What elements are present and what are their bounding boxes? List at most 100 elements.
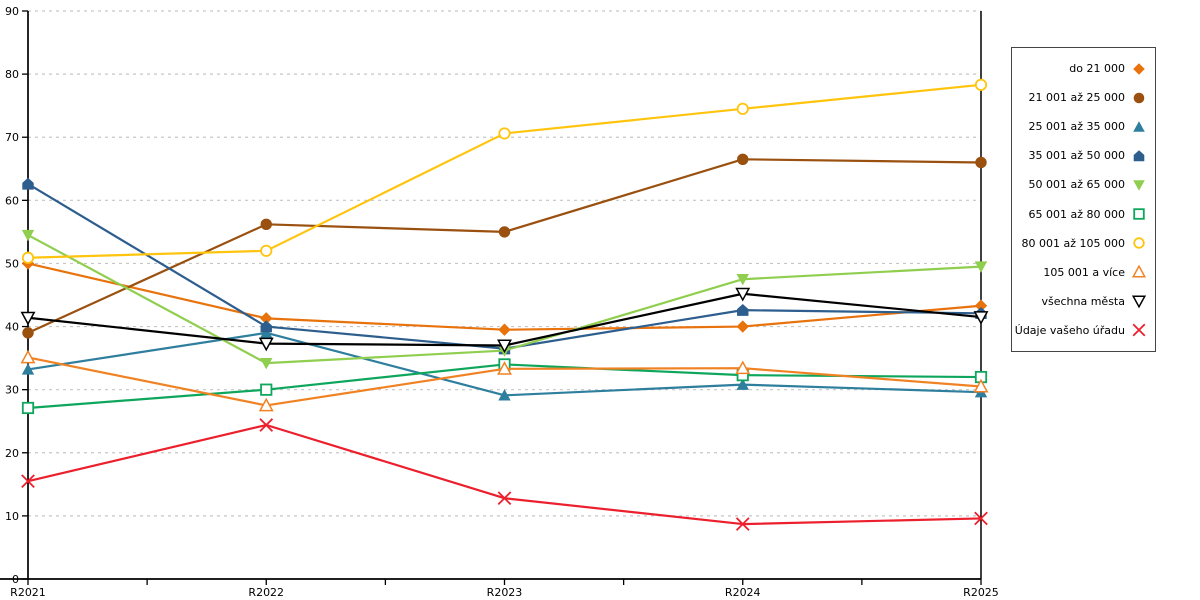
series-line-9: [26, 423, 983, 526]
series-marker-diamond-filled: [1133, 62, 1145, 75]
series-marker-x: [497, 491, 512, 506]
series-marker-pentagon-filled: [22, 177, 34, 190]
legend-label: 35 001 až 50 000: [1028, 149, 1126, 163]
series-marker-circle-open: [260, 244, 273, 257]
legend-item: 80 001 až 105 000: [1012, 232, 1155, 254]
series-marker-circle-filled: [22, 327, 34, 339]
series-marker-circle-filled: [737, 153, 749, 166]
legend-item: do 21 000: [1012, 58, 1155, 80]
series-marker-triangle-up-open: [20, 349, 36, 364]
series-marker-triangle-down-open: [258, 337, 274, 352]
series-marker-x: [735, 517, 750, 531]
series-marker-triangle-up-open: [1131, 264, 1147, 278]
series-marker-x: [974, 511, 988, 526]
legend-marker-icon: [1133, 150, 1145, 162]
series-marker-triangle-down-filled: [1133, 180, 1145, 191]
series-marker-triangle-down-open: [735, 287, 751, 302]
series-marker-circle-filled: [498, 226, 511, 238]
series-marker-circle-open: [736, 102, 749, 115]
legend-item: všechna města: [1012, 290, 1155, 312]
series-marker-triangle-down-open: [1131, 295, 1147, 309]
legend-marker-icon: [1133, 180, 1145, 191]
series-line-1: [26, 158, 983, 334]
series-marker-triangle-down-filled: [260, 357, 273, 370]
series-marker-pentagon-filled: [1133, 150, 1145, 162]
series-marker-diamond-filled: [498, 323, 511, 336]
series-marker-triangle-up-open: [258, 397, 274, 412]
series-marker-x: [21, 474, 35, 489]
legend-item: 50 001 až 65 000: [1012, 174, 1155, 196]
series-marker-circle-open: [974, 78, 988, 91]
series-marker-triangle-down-open: [20, 311, 36, 326]
legend-marker-icon: [1132, 323, 1146, 337]
series-marker-circle-open: [1133, 237, 1145, 249]
series-marker-circle-open: [21, 251, 35, 264]
legend-label: 21 001 až 25 000: [1028, 91, 1126, 105]
y-tick-label: 10: [5, 510, 19, 523]
x-tick-label: R2021: [10, 586, 46, 599]
series-marker-triangle-up-open: [497, 361, 512, 375]
series-marker-triangle-up-filled: [260, 326, 273, 339]
series-marker-circle-filled: [1133, 92, 1145, 103]
series-marker-triangle-up-filled: [21, 363, 35, 375]
x-tick-label: R2024: [725, 586, 761, 599]
legend-label: 105 001 a více: [1043, 265, 1125, 279]
legend-label: 25 001 až 35 000: [1028, 120, 1126, 134]
series-marker-circle-filled: [260, 218, 272, 231]
legend-item: 35 001 až 50 000: [1012, 145, 1155, 167]
series-marker-x: [259, 418, 274, 432]
chart-legend: do 21 000 21 001 až 25 000 25 001 až 35 00…: [1011, 47, 1156, 352]
legend-item: 65 001 až 80 000: [1012, 203, 1155, 225]
series-marker-triangle-up-filled: [498, 389, 511, 401]
series-marker-diamond-filled: [974, 299, 988, 312]
legend-label: 65 001 až 80 000: [1028, 207, 1126, 221]
x-tick-label: R2022: [248, 586, 284, 599]
series-marker-triangle-down-filled: [21, 229, 35, 242]
y-tick-label: 90: [5, 5, 19, 18]
x-tick-label: R2023: [487, 586, 523, 599]
series-marker-triangle-up-filled: [1133, 120, 1145, 132]
legend-label: Údaje vašeho úřadu: [1014, 323, 1125, 337]
legend-label: 50 001 až 65 000: [1028, 178, 1126, 192]
legend-item: 105 001 a více: [1012, 261, 1155, 283]
series-marker-square-open: [260, 383, 273, 396]
series-marker-circle-filled: [975, 156, 987, 169]
series-marker-square-open: [1133, 208, 1145, 220]
series-marker-x: [1132, 323, 1146, 337]
series-marker-triangle-down-filled: [974, 261, 988, 273]
series-marker-diamond-filled: [260, 312, 273, 325]
y-tick-label: 70: [5, 131, 19, 144]
legend-marker-icon: [1133, 62, 1145, 75]
y-tick-label: 0: [12, 573, 19, 586]
series-marker-triangle-up-open: [973, 378, 989, 393]
series-marker-triangle-down-open: [497, 339, 512, 354]
series-marker-diamond-filled: [736, 320, 749, 333]
legend-item: 25 001 až 35 000: [1012, 116, 1155, 138]
legend-label: do 21 000: [1069, 62, 1125, 76]
legend-marker-icon: [1131, 264, 1147, 278]
y-tick-label: 20: [5, 447, 19, 460]
series-marker-pentagon-filled: [260, 320, 272, 333]
legend-marker-icon: [1133, 208, 1145, 220]
legend-item: 21 001 až 25 000: [1012, 87, 1155, 109]
y-tick-label: 40: [5, 321, 19, 334]
y-tick-label: 60: [5, 194, 19, 207]
x-tick-label: R2025: [963, 586, 999, 599]
legend-label: všechna města: [1041, 294, 1125, 308]
y-tick-label: 80: [5, 68, 19, 81]
legend-marker-icon: [1133, 92, 1145, 103]
legend-item: Údaje vašeho úřadu: [1012, 319, 1155, 341]
series-marker-triangle-down-filled: [736, 274, 749, 286]
legend-marker-icon: [1133, 120, 1145, 132]
series-line-8: [26, 292, 983, 347]
legend-label: 80 001 až 105 000: [1021, 236, 1126, 250]
series-marker-square-open: [21, 401, 35, 415]
series-marker-pentagon-filled: [737, 303, 749, 316]
legend-marker-icon: [1131, 295, 1147, 309]
y-tick-label: 50: [5, 257, 19, 270]
series-marker-circle-open: [498, 127, 511, 140]
series-marker-triangle-up-filled: [736, 378, 749, 390]
series-marker-triangle-up-open: [735, 360, 751, 375]
